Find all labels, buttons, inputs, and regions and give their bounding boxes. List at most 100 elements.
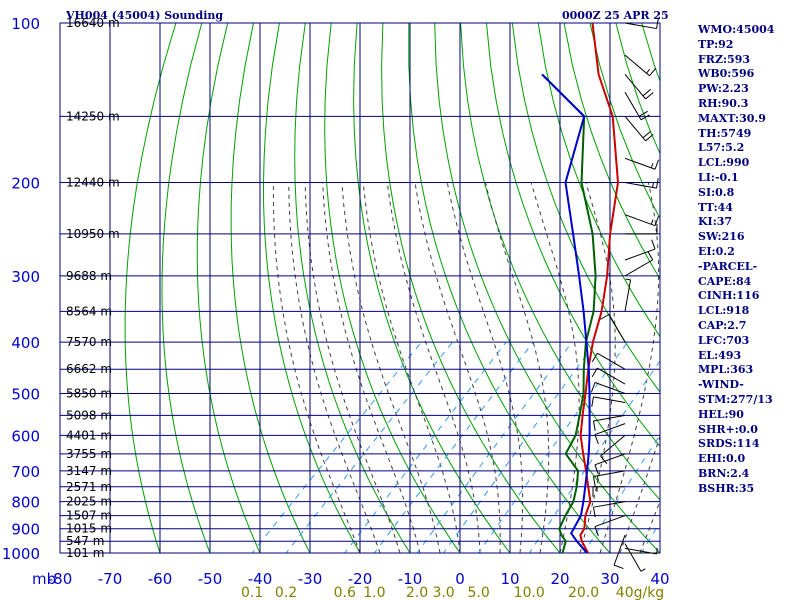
mixing-ratio-label: 20.0	[568, 585, 599, 600]
index-item: WMO:45004	[698, 23, 775, 36]
wind-barb-flag	[646, 69, 651, 74]
moist-adiabat-line	[386, 182, 481, 553]
dry-adiabat-line	[294, 23, 411, 553]
pressure-tick-label: 800	[11, 494, 40, 512]
wind-barb	[624, 547, 658, 555]
pressure-tick-label: 200	[11, 175, 40, 193]
wind-barb-staff	[594, 423, 626, 436]
wind-barb-staff	[608, 314, 626, 343]
pressure-tick-label: 300	[11, 268, 40, 286]
index-item: CAP:2.7	[698, 318, 747, 332]
temperature-tick-label: -60	[148, 570, 173, 588]
dry-adiabat-line	[353, 23, 511, 553]
wind-barb-staff	[624, 91, 642, 121]
dry-adiabat-line	[230, 23, 311, 553]
wind-barbs	[591, 18, 659, 572]
moist-adiabat-line	[446, 182, 524, 553]
mixing-ratio-label: 5.0	[467, 585, 489, 600]
moist-adiabat-line	[530, 182, 580, 553]
height-label: 10950 m	[66, 227, 120, 241]
dry-adiabat-line	[460, 23, 660, 501]
moist-adiabat-line	[341, 182, 441, 553]
pressure-tick-label: 400	[11, 334, 40, 352]
wind-barb	[600, 435, 626, 464]
moist-adiabat-line	[322, 182, 421, 553]
temperature-tick-label: 20	[550, 570, 569, 588]
sounding-profiles	[541, 23, 620, 553]
mixing-ratio-lines	[251, 341, 660, 553]
dry-adiabat-line	[262, 23, 361, 553]
wind-barb	[594, 515, 626, 537]
wind-barb-staff	[613, 534, 626, 566]
index-item: EI:0.2	[698, 244, 735, 258]
wind-barb-flag	[640, 568, 646, 572]
temperature-tick-label: 40	[650, 570, 669, 588]
wind-barb-flag	[591, 352, 598, 363]
wind-barb-flag	[645, 134, 654, 142]
temperature-tick-label: -40	[248, 570, 273, 588]
wind-barb-staff	[624, 214, 656, 227]
wind-barb-staff	[594, 382, 626, 394]
wind-barb-flag	[592, 476, 596, 487]
mixing-ratio-label: 0.2	[275, 585, 297, 600]
height-label: 7570 m	[66, 335, 112, 349]
wind-barb-flag	[600, 313, 610, 320]
wind-barb	[624, 74, 654, 100]
height-label: 2571 m	[66, 480, 112, 494]
mixing-ratio-line	[416, 341, 573, 553]
mixing-ratio-line	[251, 341, 422, 553]
pressure-tick-label: 100	[11, 15, 40, 33]
wind-barb	[600, 313, 626, 343]
wind-barb-staff	[594, 515, 626, 528]
wind-barb	[624, 91, 650, 121]
wind-barb-staff	[624, 279, 632, 312]
temperature-tick-label: -70	[98, 570, 123, 588]
index-item: CAPE:84	[698, 274, 752, 288]
wind-barb	[591, 367, 626, 385]
wind-barb-staff	[624, 543, 642, 572]
pressure-tick-label: 500	[11, 385, 40, 403]
pressure-tick-label: 1000	[2, 545, 40, 563]
parcel-profile	[541, 73, 591, 553]
mixing-ratio-label: 40g/kg	[616, 585, 664, 600]
wind-barb-flag	[592, 420, 596, 431]
height-label: 3755 m	[66, 447, 112, 461]
index-item: SHR+:0.0	[698, 422, 758, 436]
mixing-ratio-label: 3.0	[432, 585, 454, 600]
wind-barb-staff	[624, 22, 657, 30]
height-label: 5098 m	[66, 408, 112, 422]
wind-barb-flag	[654, 159, 659, 170]
wind-barb	[592, 470, 626, 487]
index-item: KI:37	[698, 215, 733, 229]
temperature-tick-label: -20	[348, 570, 373, 588]
wind-barb-staff	[600, 435, 626, 457]
wind-barb-flag	[594, 464, 599, 475]
height-label: 3147 m	[66, 464, 112, 478]
wind-barb-flag	[600, 455, 608, 464]
mixing-ratio-line	[640, 521, 660, 553]
mixing-ratio-line	[285, 341, 453, 553]
mixing-ratio-label: 2.0	[406, 585, 428, 600]
height-label: 5850 m	[66, 386, 112, 400]
height-label: 8564 m	[66, 304, 112, 318]
wind-barb-staff	[624, 74, 646, 100]
temperature-tick-label: -10	[398, 570, 423, 588]
pressure-tick-label: 700	[11, 463, 40, 481]
index-item: FRZ:593	[698, 52, 751, 66]
wind-barb-flag	[642, 130, 651, 139]
index-item: LFC:703	[698, 333, 750, 347]
wind-barb	[591, 352, 626, 370]
pressure-tick-label: 900	[11, 521, 40, 539]
index-item: MPL:363	[698, 363, 754, 377]
wind-barb	[591, 396, 626, 407]
index-item: RH:90.3	[698, 96, 749, 110]
wind-barb-flag	[613, 564, 624, 570]
wind-barb	[624, 239, 656, 261]
wind-barb-staff	[624, 157, 656, 170]
index-item: STM:277/13	[698, 392, 773, 406]
wind-barb	[624, 157, 659, 170]
height-label: 6662 m	[66, 362, 112, 376]
wind-barb-flag	[656, 178, 659, 189]
wind-barb	[591, 382, 626, 394]
